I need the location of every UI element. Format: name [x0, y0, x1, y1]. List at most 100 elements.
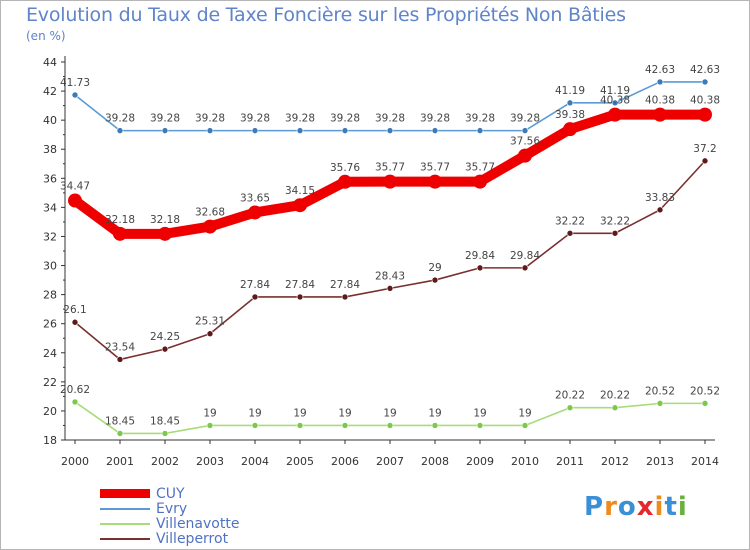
data-label-evry: 39.28 [240, 113, 270, 125]
data-point-cuy [608, 107, 622, 122]
y-tick-label: 18 [43, 434, 57, 447]
logo-letter: i [677, 492, 688, 522]
data-label-evry: 41.19 [555, 85, 585, 97]
data-label-cuy: 34.15 [285, 185, 315, 197]
legend-swatch-evry [100, 507, 150, 510]
legend-label-evry: Evry [156, 500, 188, 517]
x-tick-label: 2012 [601, 455, 629, 468]
y-tick-label: 36 [43, 172, 57, 185]
data-point-villenavotte [116, 430, 124, 437]
data-point-villenavotte [386, 422, 394, 429]
logo-letter: r [604, 492, 618, 522]
data-label-evry: 39.28 [375, 113, 405, 125]
data-point-cuy [383, 174, 397, 189]
data-point-villenavotte [701, 400, 709, 407]
data-point-villeperrot [566, 229, 574, 237]
data-label-villenavotte: 19 [338, 407, 351, 419]
data-label-villenavotte: 20.22 [600, 390, 630, 402]
legend-item-villenavotte[interactable]: Villenavotte [100, 516, 239, 531]
data-point-evry [71, 91, 79, 99]
data-point-villeperrot [656, 206, 664, 214]
y-tick-label: 28 [43, 289, 57, 302]
data-label-cuy: 35.77 [375, 162, 405, 174]
data-label-villenavotte: 19 [473, 407, 486, 419]
y-tick-label: 42 [43, 85, 57, 98]
x-tick-label: 2006 [331, 455, 359, 468]
data-label-villeperrot: 32.22 [555, 215, 585, 227]
data-label-villeperrot: 33.83 [645, 192, 675, 204]
data-point-evry [521, 127, 529, 134]
logo-letter: x [636, 492, 655, 522]
data-label-evry: 39.28 [105, 113, 135, 125]
data-point-evry [116, 127, 124, 134]
data-point-cuy [563, 122, 577, 137]
data-point-cuy [248, 205, 262, 220]
y-tick-label: 38 [43, 143, 57, 156]
data-point-villeperrot [386, 285, 394, 292]
data-label-villeperrot: 23.54 [105, 341, 135, 353]
data-point-villeperrot [431, 276, 439, 284]
data-point-villenavotte [611, 404, 619, 412]
data-point-villeperrot [341, 293, 349, 301]
x-tick-label: 2001 [106, 455, 134, 468]
legend-item-villeperrot[interactable]: Villeperrot [100, 531, 239, 546]
series-line-villeperrot [74, 160, 706, 361]
data-point-cuy [113, 226, 127, 241]
data-point-cuy [203, 219, 217, 234]
data-point-villeperrot [161, 345, 169, 353]
data-label-cuy: 32.68 [195, 207, 225, 219]
data-label-villeperrot: 27.84 [285, 279, 315, 291]
data-label-evry: 39.28 [465, 113, 495, 125]
x-tick-label: 2014 [691, 455, 719, 468]
data-label-villenavotte: 20.22 [555, 390, 585, 402]
x-tick-label: 2011 [556, 455, 584, 468]
data-point-evry [566, 99, 574, 107]
x-tick-label: 2010 [511, 455, 539, 468]
x-tick-label: 2009 [466, 455, 494, 468]
y-tick-label: 22 [43, 376, 57, 389]
data-point-villeperrot [521, 264, 529, 272]
x-tick-label: 2000 [61, 455, 89, 468]
legend-item-cuy[interactable]: CUY [100, 486, 239, 501]
data-point-cuy [293, 198, 307, 213]
x-tick-label: 2003 [196, 455, 224, 468]
chart-title: Evolution du Taux de Taxe Foncière sur l… [26, 4, 626, 26]
data-point-evry [251, 127, 259, 134]
data-label-evry: 39.28 [510, 113, 540, 125]
data-point-evry [386, 127, 394, 134]
logo-letter: i [654, 492, 665, 522]
data-point-villeperrot [116, 356, 124, 363]
data-point-villenavotte [251, 422, 259, 429]
data-point-villeperrot [206, 330, 214, 338]
data-label-cuy: 39.38 [555, 109, 585, 121]
data-label-villenavotte: 20.62 [60, 384, 90, 396]
legend-item-evry[interactable]: Evry [100, 501, 239, 516]
data-point-villenavotte [341, 422, 349, 429]
data-label-villeperrot: 27.84 [330, 279, 360, 291]
data-point-villenavotte [206, 422, 214, 429]
x-tick-label: 2013 [646, 455, 674, 468]
data-label-cuy: 35.77 [420, 162, 450, 174]
x-tick-label: 2005 [286, 455, 314, 468]
data-point-evry [296, 127, 304, 134]
data-point-evry [701, 78, 709, 86]
data-label-cuy: 33.65 [240, 192, 270, 204]
data-point-cuy [338, 174, 352, 189]
data-label-evry: 39.28 [330, 113, 360, 125]
data-label-evry: 42.63 [690, 64, 720, 76]
data-point-villeperrot [251, 293, 259, 301]
data-point-cuy [653, 107, 667, 122]
data-point-villenavotte [566, 404, 574, 412]
legend-label-villenavotte: Villenavotte [156, 515, 240, 532]
legend-label-cuy: CUY [156, 485, 185, 502]
data-label-villenavotte: 19 [293, 407, 306, 419]
data-point-cuy [473, 174, 487, 189]
logo-letter: o [617, 492, 637, 522]
data-label-villeperrot: 24.25 [150, 331, 180, 343]
data-label-villenavotte: 20.52 [645, 385, 675, 397]
data-label-cuy: 34.47 [60, 181, 90, 193]
y-tick-label: 40 [43, 114, 57, 127]
data-point-villenavotte [296, 422, 304, 429]
data-label-villenavotte: 18.45 [150, 415, 180, 427]
data-label-villenavotte: 19 [203, 407, 216, 419]
